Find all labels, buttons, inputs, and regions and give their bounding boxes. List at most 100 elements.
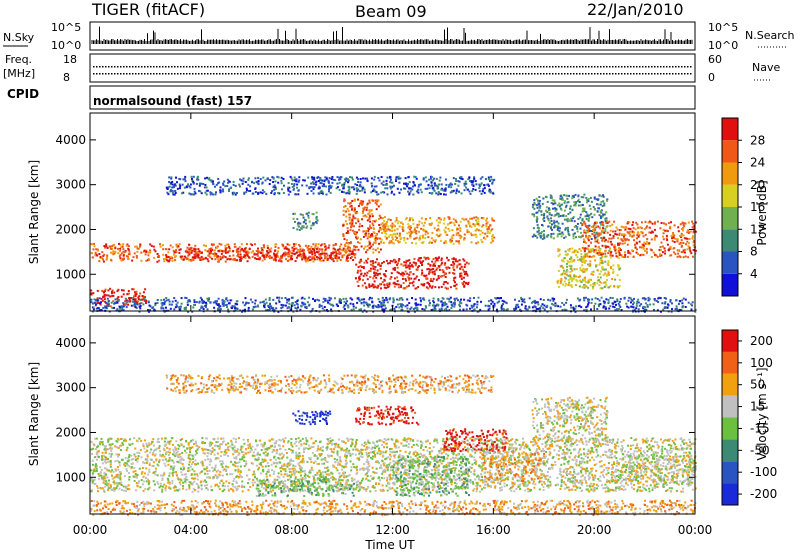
power-cell (532, 300, 534, 303)
power-cell (365, 274, 368, 277)
nave-dot (588, 73, 590, 75)
freq-dot (615, 66, 617, 68)
power-cell (583, 286, 586, 289)
power-cell (353, 230, 356, 233)
power-cell (346, 230, 349, 233)
power-cell (380, 301, 383, 304)
power-cell (588, 216, 591, 219)
power-cell (442, 222, 445, 225)
power-cell (601, 287, 604, 290)
power-cell (619, 267, 622, 270)
power-cell (343, 300, 346, 303)
nave-dot (399, 73, 401, 75)
power-cell (364, 206, 367, 209)
power-cell (124, 297, 127, 300)
power-cell (376, 273, 379, 275)
power-cell (316, 246, 319, 249)
nave-dot (609, 73, 611, 75)
power-cell (487, 300, 490, 303)
power-cell (535, 204, 538, 207)
power-cell (694, 221, 697, 224)
power-cell (394, 239, 397, 241)
power-cell (381, 281, 384, 283)
power-cell (601, 223, 604, 226)
nave-dot (423, 73, 425, 75)
power-cell (259, 252, 262, 254)
power-cell (299, 222, 302, 225)
power-cell (432, 277, 435, 280)
power-cell (644, 249, 647, 252)
power-cell (414, 237, 417, 240)
power-cell (438, 266, 441, 269)
power-cell (112, 300, 115, 303)
power-cell (120, 252, 123, 255)
power-cell (225, 297, 228, 299)
power-cell (235, 248, 238, 251)
power-cell (418, 238, 421, 241)
freq-dot (285, 66, 287, 68)
freq-dot (348, 66, 350, 68)
cpid-label: CPID (7, 87, 39, 101)
power-cell (288, 186, 291, 189)
power-cell (406, 298, 409, 301)
power-cell (506, 308, 509, 311)
power-cell (379, 203, 382, 206)
nave-dot (684, 73, 686, 75)
power-cell (173, 184, 176, 187)
power-cell (489, 224, 492, 227)
nave-dot (237, 73, 239, 75)
power-cell (448, 271, 451, 274)
power-cell (323, 254, 326, 257)
power-cell (564, 206, 567, 209)
power-cell (589, 251, 592, 254)
power-cell (662, 232, 665, 235)
power-cell (368, 240, 371, 243)
power-cell (207, 178, 210, 181)
power-cell (293, 212, 296, 215)
power-cell (636, 248, 638, 251)
power-cell (192, 306, 195, 309)
power-cell (116, 290, 119, 293)
power-cell (598, 253, 600, 256)
power-cell (414, 226, 417, 229)
power-cell (428, 304, 431, 307)
power-cell (601, 215, 604, 218)
power-cell (430, 222, 433, 225)
power-cell (467, 281, 470, 284)
power-cell (444, 240, 447, 243)
power-cell (106, 254, 109, 257)
power-cell (626, 243, 629, 246)
power-cell (391, 225, 394, 228)
power-cell (587, 200, 590, 203)
power-cell (369, 236, 372, 238)
nave-dot (489, 73, 491, 75)
power-cell (302, 252, 305, 255)
power-cell (268, 257, 271, 260)
power-cell (458, 234, 461, 237)
nave-dot (93, 73, 95, 75)
power-cell (572, 233, 575, 236)
power-cell (107, 304, 110, 307)
power-cell (371, 215, 374, 218)
power-cell (575, 275, 578, 278)
power-cell (465, 272, 468, 275)
power-cell (107, 294, 110, 297)
power-cell (451, 229, 454, 232)
power-cell (603, 204, 606, 207)
power-cell (576, 226, 579, 229)
power-cell (587, 286, 590, 289)
freq-dot (177, 66, 179, 68)
power-cell (398, 234, 401, 237)
power-cell (632, 227, 635, 230)
power-cell (662, 222, 665, 225)
power-cell (197, 256, 200, 259)
power-cell (581, 224, 584, 227)
power-cell (565, 282, 568, 285)
power-cell (423, 221, 426, 224)
power-cell (310, 224, 313, 227)
power-cell (487, 308, 490, 311)
power-cell (589, 235, 592, 238)
power-cell (231, 305, 234, 308)
power-cell (476, 300, 479, 303)
power-cell (311, 307, 314, 310)
